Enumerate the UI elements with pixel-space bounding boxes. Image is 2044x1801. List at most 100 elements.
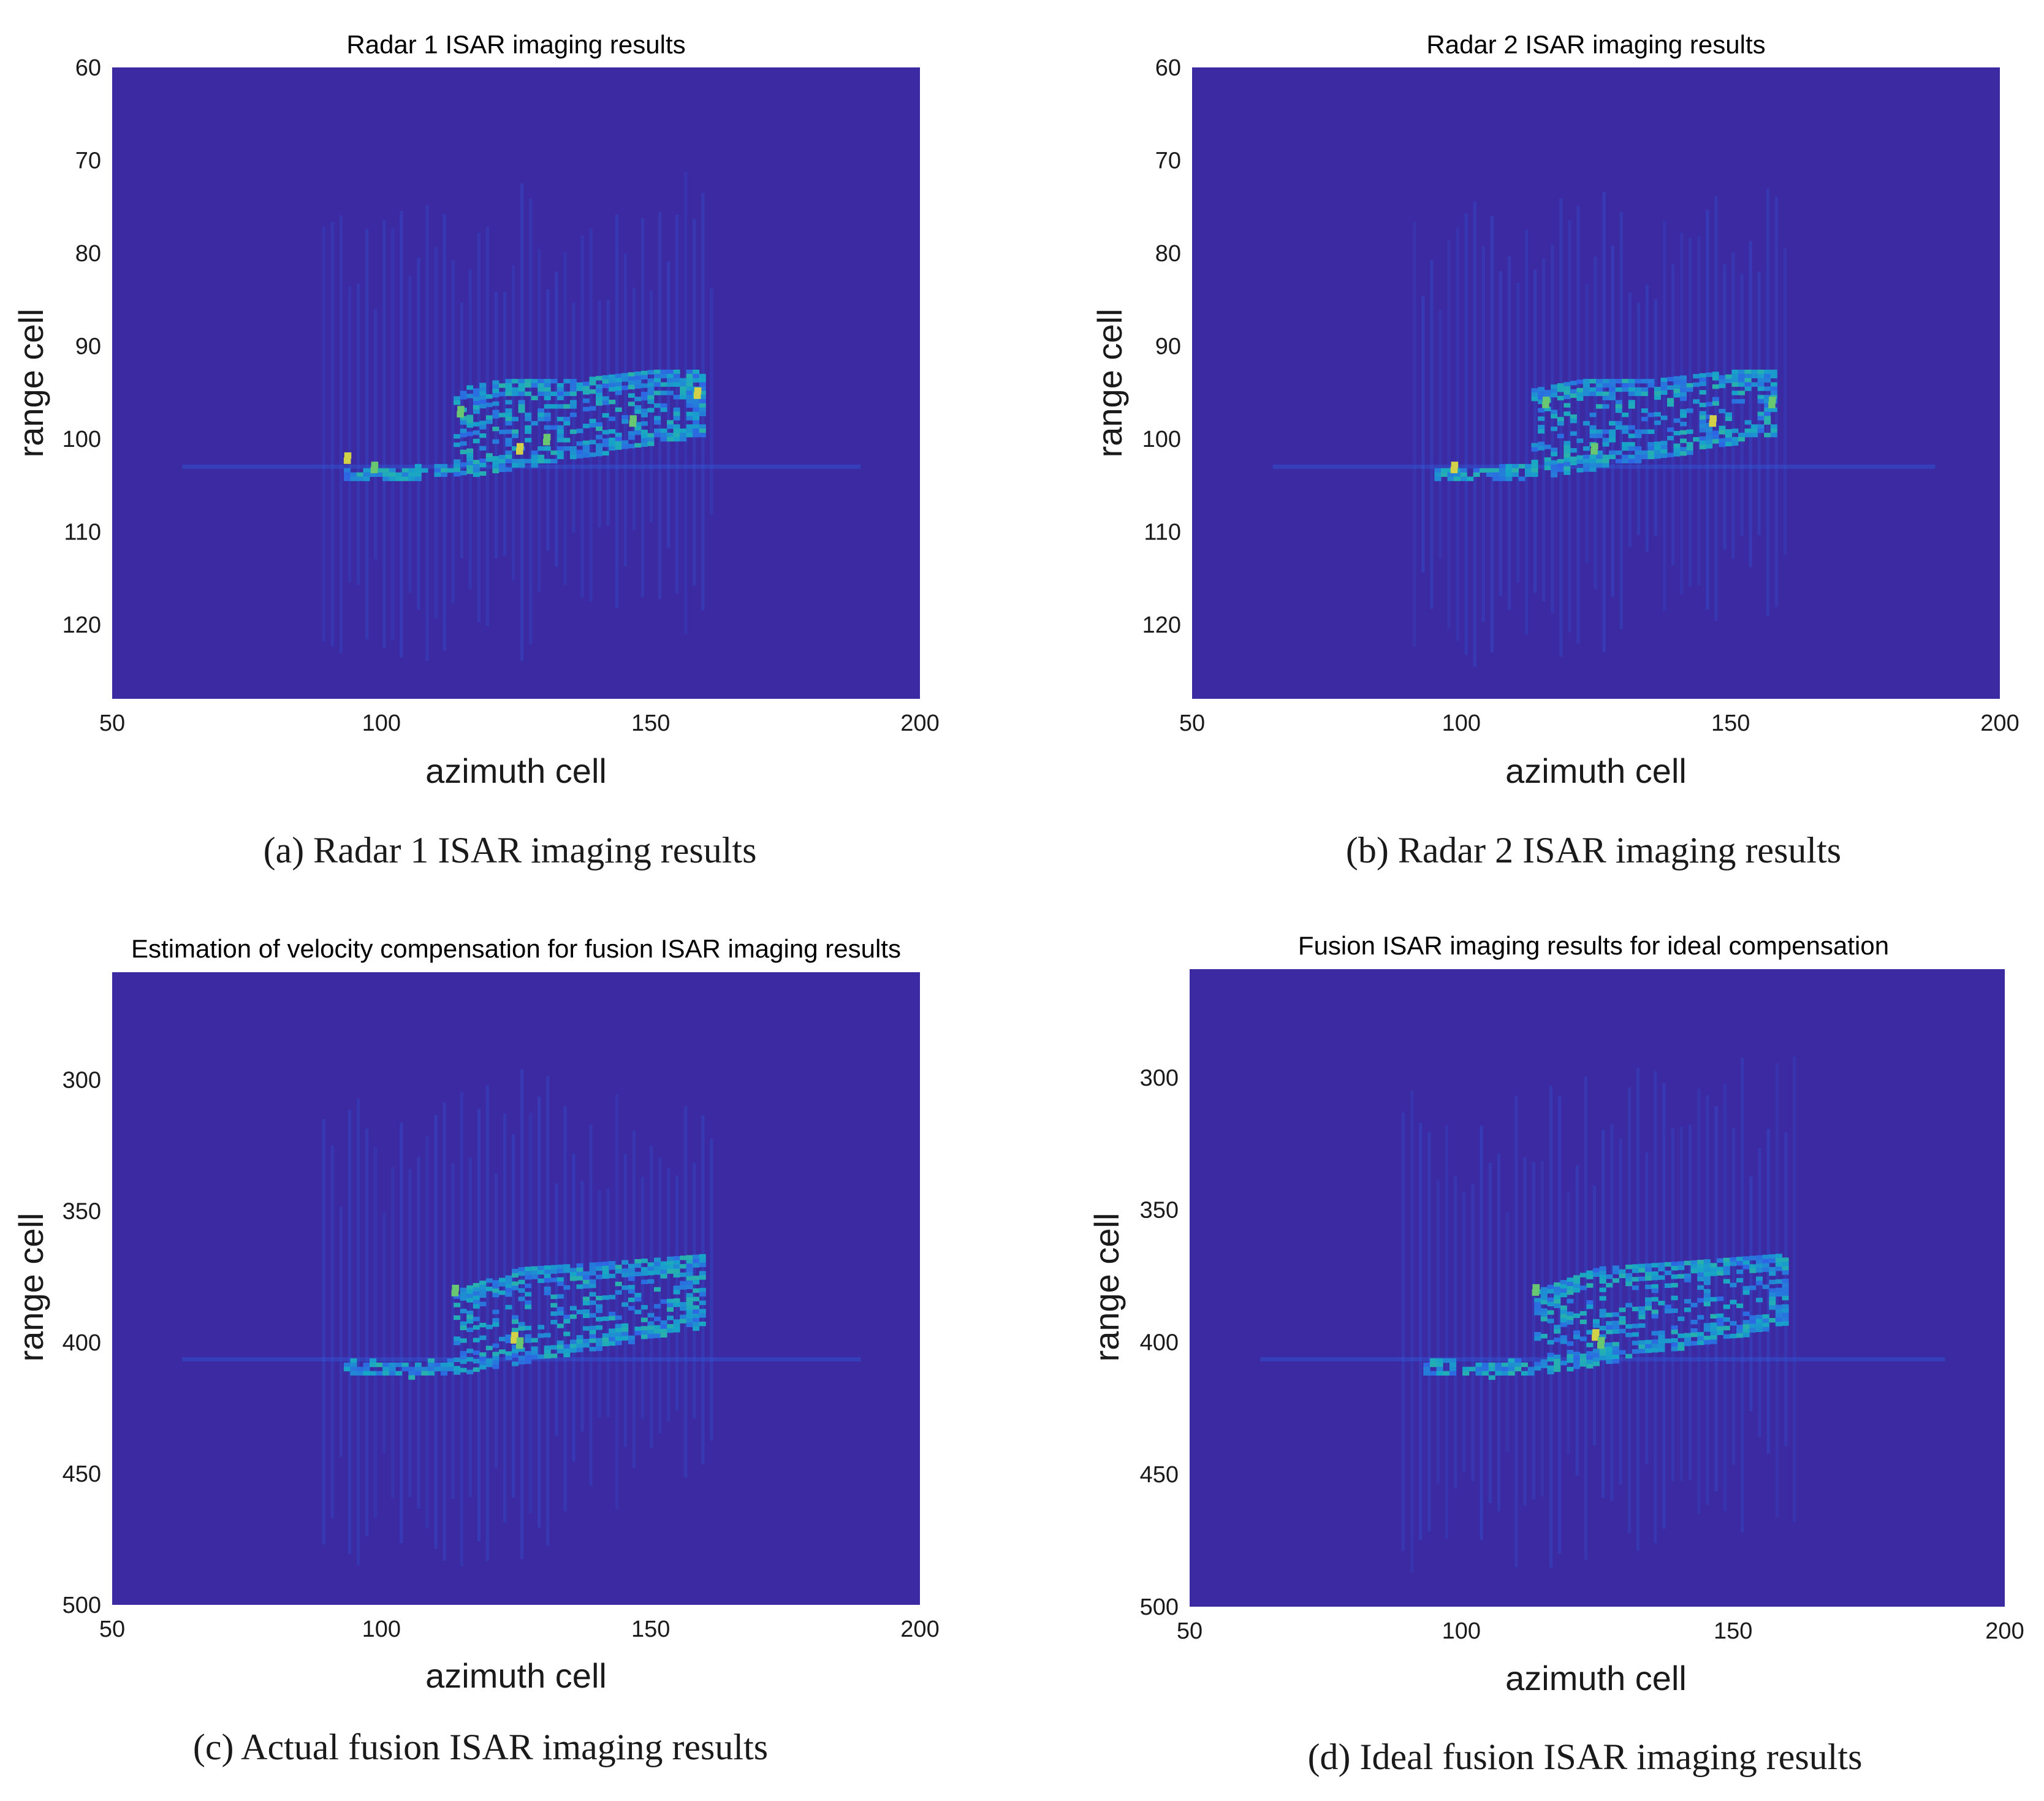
intensity-cell [596, 397, 603, 402]
intensity-cell [1557, 395, 1564, 401]
intensity-cell [1570, 414, 1577, 419]
intensity-cell [1434, 472, 1442, 477]
intensity-cell [1462, 1371, 1470, 1376]
intensity-cell [660, 1261, 667, 1266]
intensity-cell [596, 435, 603, 440]
intensity-cell [1602, 459, 1609, 463]
intensity-cell [1586, 1274, 1594, 1279]
intensity-cell [473, 1325, 480, 1330]
intensity-cell [1596, 454, 1603, 460]
intensity-cell [615, 390, 622, 395]
intensity-cell [609, 441, 616, 447]
intensity-cell [628, 435, 635, 440]
intensity-cell [602, 413, 609, 418]
panel-b: Radar 2 ISAR imaging results 50 100 150 200… [1090, 30, 2019, 870]
intensity-cell [640, 1271, 648, 1276]
intensity-cell [1632, 1268, 1639, 1273]
intensity-cell [1755, 1323, 1763, 1328]
panel-b-caption: (b) Radar 2 ISAR imaging results [1346, 830, 1841, 870]
intensity-cell [1573, 1284, 1581, 1289]
intensity-cell [660, 1328, 667, 1334]
sidelobe-streak [468, 268, 472, 590]
intensity-cell [1755, 1268, 1763, 1273]
intensity-cell [596, 451, 603, 457]
intensity-cell [1770, 382, 1777, 387]
intensity-cell [1538, 399, 1545, 405]
intensity-cell [427, 1362, 435, 1368]
intensity-cell [1725, 441, 1732, 447]
intensity-cell [563, 1352, 571, 1358]
hotspot-cell [516, 1337, 524, 1344]
intensity-cell [538, 387, 545, 392]
intensity-cell [1749, 1285, 1757, 1290]
hotspot-cell [1709, 415, 1717, 422]
intensity-cell [1645, 1301, 1652, 1306]
intensity-cell [589, 1338, 596, 1343]
intensity-cell [1699, 373, 1706, 378]
intensity-cell [699, 1292, 706, 1297]
intensity-cell [1599, 1309, 1606, 1314]
intensity-cell [596, 1266, 603, 1271]
sidelobe-streak [503, 1114, 507, 1523]
intensity-cell [1547, 1284, 1554, 1290]
intensity-cell [350, 476, 357, 481]
intensity-cell [602, 430, 609, 435]
intensity-cell [447, 1362, 454, 1368]
intensity-cell [447, 468, 454, 473]
intensity-cell [1742, 1328, 1750, 1333]
hotspot-cell [1769, 397, 1776, 403]
intensity-cell [1544, 465, 1551, 471]
x-tick-label: 100 [362, 1616, 401, 1642]
intensity-cell [1563, 403, 1571, 408]
intensity-cell [1531, 472, 1538, 477]
x-tick-label: 200 [900, 710, 939, 736]
intensity-cell [440, 1371, 448, 1376]
intensity-cell [1592, 1353, 1600, 1358]
intensity-cell [1609, 421, 1616, 426]
intensity-cell [653, 1266, 661, 1271]
intensity-cell [634, 1296, 642, 1302]
sidelobe-streak [1576, 205, 1580, 644]
intensity-cell [1547, 1339, 1554, 1345]
intensity-cell [1521, 1362, 1529, 1368]
intensity-cell [1658, 1262, 1665, 1268]
intensity-cell [1622, 387, 1629, 392]
intensity-cell [1615, 450, 1622, 455]
intensity-cell [1567, 1316, 1574, 1320]
intensity-cell [1680, 375, 1687, 380]
intensity-cell [525, 1271, 532, 1276]
intensity-cell [1775, 1266, 1782, 1271]
hotspot-cell [457, 406, 465, 413]
hotspot-cell [1542, 402, 1549, 408]
intensity-cell [1684, 1333, 1692, 1338]
intensity-cell [1738, 369, 1746, 375]
intensity-cell [479, 1281, 487, 1285]
intensity-cell [466, 452, 474, 457]
intensity-cell [1632, 1277, 1639, 1282]
y-tick-label: 100 [1142, 427, 1181, 452]
intensity-cell [538, 1354, 545, 1359]
sidelobe-streak [606, 1188, 610, 1417]
intensity-cell [1615, 408, 1622, 413]
intensity-cell [1514, 1358, 1522, 1363]
intensity-cell [1538, 387, 1545, 392]
intensity-cell [447, 1358, 454, 1363]
intensity-cell [569, 429, 577, 434]
intensity-cell [589, 1292, 596, 1297]
intensity-cell [1612, 1350, 1619, 1355]
intensity-cell [596, 1308, 603, 1313]
intensity-cell [686, 1259, 693, 1264]
intensity-cell [1567, 1341, 1574, 1346]
panel-c-intensity-cells [182, 1069, 861, 1566]
intensity-cell [1717, 1317, 1724, 1323]
sidelobe-streak [1723, 264, 1727, 550]
sidelobe-streak [348, 1110, 352, 1555]
intensity-cell [1582, 446, 1590, 451]
intensity-cell [1544, 457, 1551, 462]
hotspot-cell [1709, 420, 1717, 427]
intensity-cell [1501, 1362, 1509, 1368]
intensity-cell [1680, 388, 1687, 393]
intensity-cell [1609, 433, 1616, 438]
intensity-cell [615, 1269, 622, 1274]
